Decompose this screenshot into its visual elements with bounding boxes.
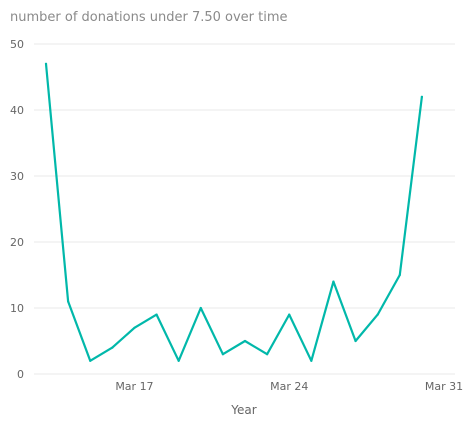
y-tick-label: 50 — [10, 38, 24, 51]
data-point[interactable] — [133, 326, 136, 329]
data-point[interactable] — [420, 95, 423, 98]
data-point[interactable] — [398, 273, 401, 277]
x-axis-title: Year — [230, 403, 256, 417]
data-point[interactable] — [266, 353, 269, 356]
data-point[interactable] — [155, 313, 158, 316]
y-tick-label: 30 — [10, 170, 24, 183]
data-point[interactable] — [221, 353, 224, 356]
y-tick-label: 40 — [10, 104, 24, 117]
data-point[interactable] — [243, 339, 247, 343]
data-point[interactable] — [288, 313, 291, 316]
data-point[interactable] — [44, 62, 48, 65]
data-point[interactable] — [376, 313, 379, 316]
x-tick-label: Mar 17 — [115, 380, 153, 393]
data-point[interactable] — [89, 359, 92, 362]
data-point[interactable] — [354, 339, 357, 343]
gridlines — [34, 43, 455, 375]
data-point[interactable] — [332, 280, 335, 283]
y-axis-ticks: 0 10 20 30 40 50 — [10, 38, 24, 381]
y-tick-label: 20 — [10, 236, 24, 249]
data-point[interactable] — [310, 359, 313, 362]
chart-title: number of donations under 7.50 over time — [10, 10, 288, 25]
x-tick-label: Mar 24 — [270, 380, 308, 393]
series-layer — [44, 62, 423, 362]
x-tick-label: Mar 31 — [425, 380, 463, 393]
data-point[interactable] — [177, 359, 180, 362]
y-tick-label: 0 — [17, 368, 24, 381]
data-point[interactable] — [199, 306, 202, 310]
data-point[interactable] — [67, 300, 70, 303]
series-line-0 — [44, 62, 423, 362]
x-axis-ticks: Mar 17 Mar 24 Mar 31 — [115, 380, 463, 393]
data-point[interactable] — [111, 346, 114, 349]
y-tick-label: 10 — [10, 302, 24, 315]
